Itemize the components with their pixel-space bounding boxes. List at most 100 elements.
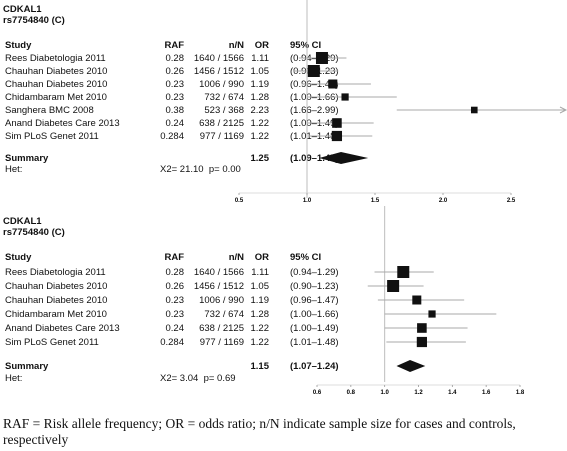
or-header: OR — [254, 252, 269, 263]
or-value: 1.22 — [250, 118, 270, 129]
or-value: 1.22 — [250, 337, 270, 348]
ci-value: (0.94–1.29) — [290, 267, 339, 278]
or-value: 1.05 — [250, 281, 270, 292]
nn-value: 1006 / 990 — [199, 295, 244, 306]
ci-value: (0.96–1.47) — [290, 295, 339, 306]
raf-value: 0.284 — [160, 131, 184, 142]
summary-label: Summary — [5, 361, 49, 372]
or-value: 1.05 — [250, 66, 270, 77]
forest-plot-2: 0.6 0.8 1.0 1.2 1.4 1.6 1.8 — [313, 206, 525, 396]
forest-plot-panel-1: CDKAL1 rs7754840 (C) Study RAF n/N OR 95… — [0, 0, 567, 204]
het-stat: X2= 3.04 p= 0.69 — [160, 373, 236, 384]
odds-ratio-point — [315, 52, 328, 64]
x-tick-label: 1.5 — [371, 198, 380, 204]
odds-ratio-point — [428, 310, 436, 318]
raf-value: 0.26 — [165, 66, 185, 77]
study-name: Chauhan Diabetes 2010 — [5, 66, 108, 77]
or-value: 1.11 — [251, 53, 269, 64]
x-tick-label: 1.4 — [448, 390, 457, 396]
snp-label: rs7754840 (C) — [3, 15, 65, 26]
study-name: Chauhan Diabetes 2010 — [5, 79, 108, 90]
raf-value: 0.23 — [165, 295, 185, 306]
odds-ratio-point — [417, 323, 427, 333]
nn-value: 1640 / 1566 — [193, 267, 244, 278]
snp-label: rs7754840 (C) — [3, 227, 65, 238]
het-stat: X2= 21.10 p= 0.00 — [160, 164, 241, 175]
x-tick-label: 0.6 — [313, 390, 322, 396]
odds-ratio-point — [341, 93, 349, 101]
or-value: 1.19 — [250, 79, 270, 90]
figure-caption: RAF = Risk allele frequency; OR = odds r… — [3, 416, 516, 447]
ci-header: 95% CI — [290, 252, 322, 263]
x-tick-label: 1.6 — [482, 390, 491, 396]
gene-title: CDKAL1 — [3, 4, 42, 15]
or-value: 1.22 — [250, 323, 270, 334]
raf-value: 0.23 — [165, 309, 185, 320]
forest-plot-1: 0.5 1.0 1.5 2.0 2.5 — [235, 0, 567, 204]
summary-diamond — [319, 152, 369, 164]
raf-value: 0.38 — [165, 105, 185, 116]
x-tick-label: 0.5 — [235, 198, 244, 204]
summary-label: Summary — [5, 153, 49, 164]
ci-value: (0.90–1.23) — [290, 281, 339, 292]
nn-value: 977 / 1169 — [199, 131, 244, 142]
summary-diamond — [396, 360, 426, 372]
study-name: Sim PLoS Genet 2011 — [5, 131, 99, 142]
ci-value: (1.00–1.49) — [290, 323, 339, 334]
study-header: Study — [5, 252, 32, 263]
study-name: Chidambaram Met 2010 — [5, 309, 107, 320]
nn-header: n/N — [228, 252, 244, 263]
odds-ratio-point — [416, 336, 427, 348]
x-tick-label: 2.5 — [507, 198, 516, 204]
nn-value: 732 / 674 — [204, 309, 244, 320]
raf-header: RAF — [164, 252, 184, 263]
odds-ratio-point — [328, 79, 338, 89]
or-value: 1.28 — [250, 309, 270, 320]
x-tick-label: 2.0 — [439, 198, 448, 204]
gene-title: CDKAL1 — [3, 216, 42, 227]
ci-value: (1.01–1.48) — [290, 337, 339, 348]
raf-value: 0.24 — [165, 118, 185, 129]
study-name: Chauhan Diabetes 2010 — [5, 281, 108, 292]
ci-arrowhead — [559, 106, 567, 114]
raf-value: 0.28 — [165, 53, 185, 64]
nn-value: 1456 / 1512 — [193, 66, 244, 77]
study-name: Chauhan Diabetes 2010 — [5, 295, 108, 306]
nn-value: 1640 / 1566 — [193, 53, 244, 64]
study-name: Rees Diabetologia 2011 — [5, 267, 106, 278]
nn-value: 638 / 2125 — [199, 323, 244, 334]
nn-header: n/N — [228, 40, 244, 51]
x-tick-label: 1.2 — [414, 390, 423, 396]
summary-ci: (1.07–1.24) — [290, 361, 339, 372]
or-value: 1.19 — [250, 295, 270, 306]
het-label: Het: — [5, 164, 23, 175]
forest-plot-panel-2: CDKAL1 rs7754840 (C) Study RAF n/N OR 95… — [0, 206, 567, 396]
or-value: 1.22 — [250, 131, 270, 142]
study-name: Chidambaram Met 2010 — [5, 92, 107, 103]
raf-value: 0.23 — [165, 92, 185, 103]
summary-or: 1.25 — [250, 153, 270, 164]
or-header: OR — [254, 40, 269, 51]
x-tick-label: 0.8 — [347, 390, 356, 396]
raf-value: 0.24 — [165, 323, 185, 334]
odds-ratio-point — [397, 266, 410, 278]
x-tick-label: 1.0 — [380, 390, 389, 396]
or-value: 2.23 — [250, 105, 270, 116]
or-value: 1.11 — [251, 267, 269, 278]
odds-ratio-point — [470, 106, 478, 114]
raf-value: 0.26 — [165, 281, 185, 292]
nn-value: 523 / 368 — [204, 105, 244, 116]
nn-value: 732 / 674 — [204, 92, 244, 103]
summary-or: 1.15 — [250, 361, 270, 372]
odds-ratio-point — [332, 118, 342, 128]
ci-value: (1.66–2.99) — [290, 105, 339, 116]
het-label: Het: — [5, 373, 23, 384]
study-name: Rees Diabetologia 2011 — [5, 53, 106, 64]
study-name: Sim PLoS Genet 2011 — [5, 337, 99, 348]
nn-value: 638 / 2125 — [199, 118, 244, 129]
summary-ci: (1.09–1.45) — [290, 153, 339, 164]
raf-value: 0.23 — [165, 79, 185, 90]
study-name: Sanghera BMC 2008 — [5, 105, 94, 116]
nn-value: 1006 / 990 — [199, 79, 244, 90]
odds-ratio-point — [387, 280, 400, 292]
